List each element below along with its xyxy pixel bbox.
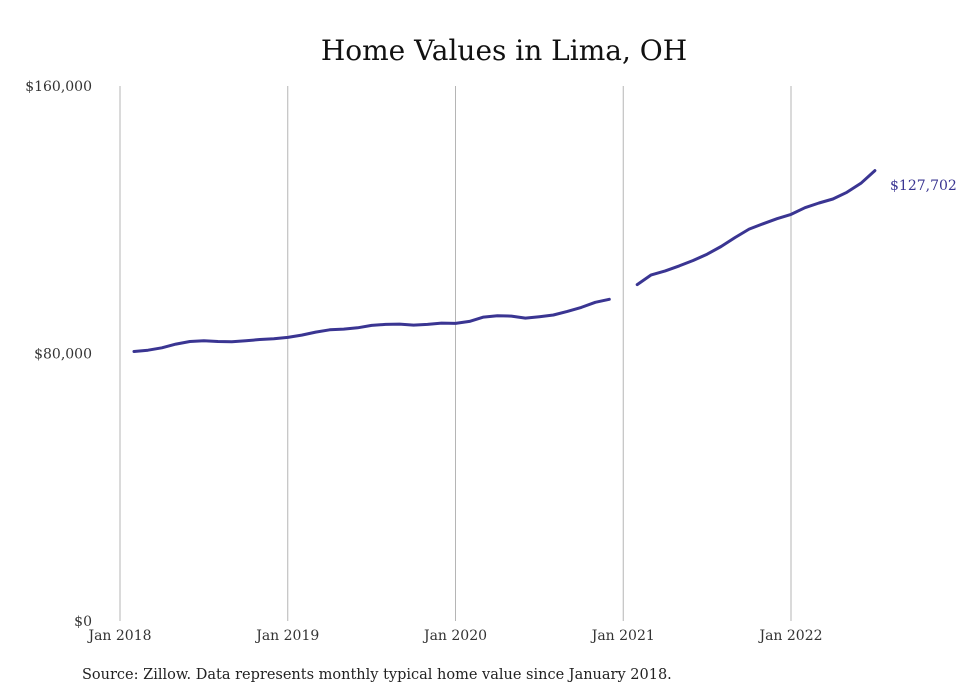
x-tick-label: Jan 2020 — [422, 628, 487, 644]
x-tick-label: Jan 2018 — [86, 628, 151, 644]
last-value-label: $127,702 — [890, 178, 957, 194]
source-note: Source: Zillow. Data represents monthly … — [82, 667, 672, 683]
y-axis-tick-labels: $0 $80,000 $160,000 — [25, 79, 92, 630]
y-tick-label: $160,000 — [25, 79, 92, 95]
series-group — [132, 169, 877, 353]
series-line-segment-1 — [635, 169, 877, 287]
x-tick-label: Jan 2022 — [757, 628, 822, 644]
x-tick-label: Jan 2021 — [590, 628, 655, 644]
series-line-segment-0 — [132, 297, 611, 353]
x-axis-tick-labels: Jan 2018 Jan 2019 Jan 2020 Jan 2021 Jan 2022 — [86, 628, 822, 644]
y-tick-label: $0 — [74, 614, 92, 630]
grid-lines — [119, 86, 792, 621]
chart-title: Home Values in Lima, OH — [321, 34, 687, 67]
y-tick-label: $80,000 — [34, 347, 92, 363]
x-tick-label: Jan 2019 — [254, 628, 319, 644]
